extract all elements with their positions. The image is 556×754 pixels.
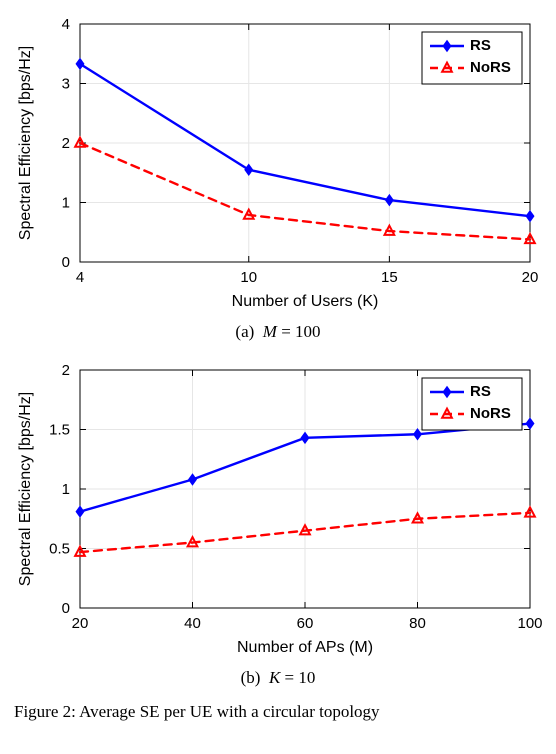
svg-text:40: 40 — [184, 615, 201, 632]
svg-text:Number of APs (M): Number of APs (M) — [237, 639, 373, 656]
svg-text:80: 80 — [409, 615, 426, 632]
svg-text:4: 4 — [62, 16, 70, 33]
svg-text:NoRS: NoRS — [470, 59, 511, 76]
svg-text:1.5: 1.5 — [49, 422, 70, 439]
svg-text:0: 0 — [62, 600, 70, 617]
svg-text:3: 3 — [62, 76, 70, 93]
caption-b: (b) K = 10 — [8, 668, 548, 688]
svg-text:Number of Users (K): Number of Users (K) — [232, 293, 379, 310]
svg-text:10: 10 — [240, 269, 257, 286]
svg-text:20: 20 — [522, 269, 539, 286]
chart-b-svg: 20 40 60 80 100 0 0.5 1 1.5 2 Number of APs (M) Spe… — [8, 356, 548, 666]
svg-text:RS: RS — [470, 383, 491, 400]
svg-text:2: 2 — [62, 362, 70, 379]
caption-a: (a) M = 100 — [8, 322, 548, 342]
svg-text:0: 0 — [62, 254, 70, 271]
chart-b: 20 40 60 80 100 0 0.5 1 1.5 2 Number of APs (M) Spe… — [8, 356, 548, 688]
svg-text:1: 1 — [62, 481, 70, 498]
svg-text:Spectral Efficiency [bps/Hz]: Spectral Efficiency [bps/Hz] — [17, 392, 34, 586]
svg-text:4: 4 — [76, 269, 84, 286]
chart-a: 4 10 15 20 0 1 2 3 4 Number of Users (K) Spectral … — [8, 10, 548, 342]
svg-text:15: 15 — [381, 269, 398, 286]
svg-text:20: 20 — [72, 615, 89, 632]
svg-text:0.5: 0.5 — [49, 541, 70, 558]
svg-text:NoRS: NoRS — [470, 405, 511, 422]
svg-text:RS: RS — [470, 37, 491, 54]
svg-text:1: 1 — [62, 195, 70, 212]
chart-a-svg: 4 10 15 20 0 1 2 3 4 Number of Users (K) Spectral … — [8, 10, 548, 320]
svg-text:Spectral Efficiency [bps/Hz]: Spectral Efficiency [bps/Hz] — [17, 46, 34, 240]
svg-text:2: 2 — [62, 135, 70, 152]
svg-text:100: 100 — [517, 615, 542, 632]
figure-caption: Figure 2: Average SE per UE with a circu… — [8, 702, 548, 722]
svg-text:60: 60 — [297, 615, 314, 632]
